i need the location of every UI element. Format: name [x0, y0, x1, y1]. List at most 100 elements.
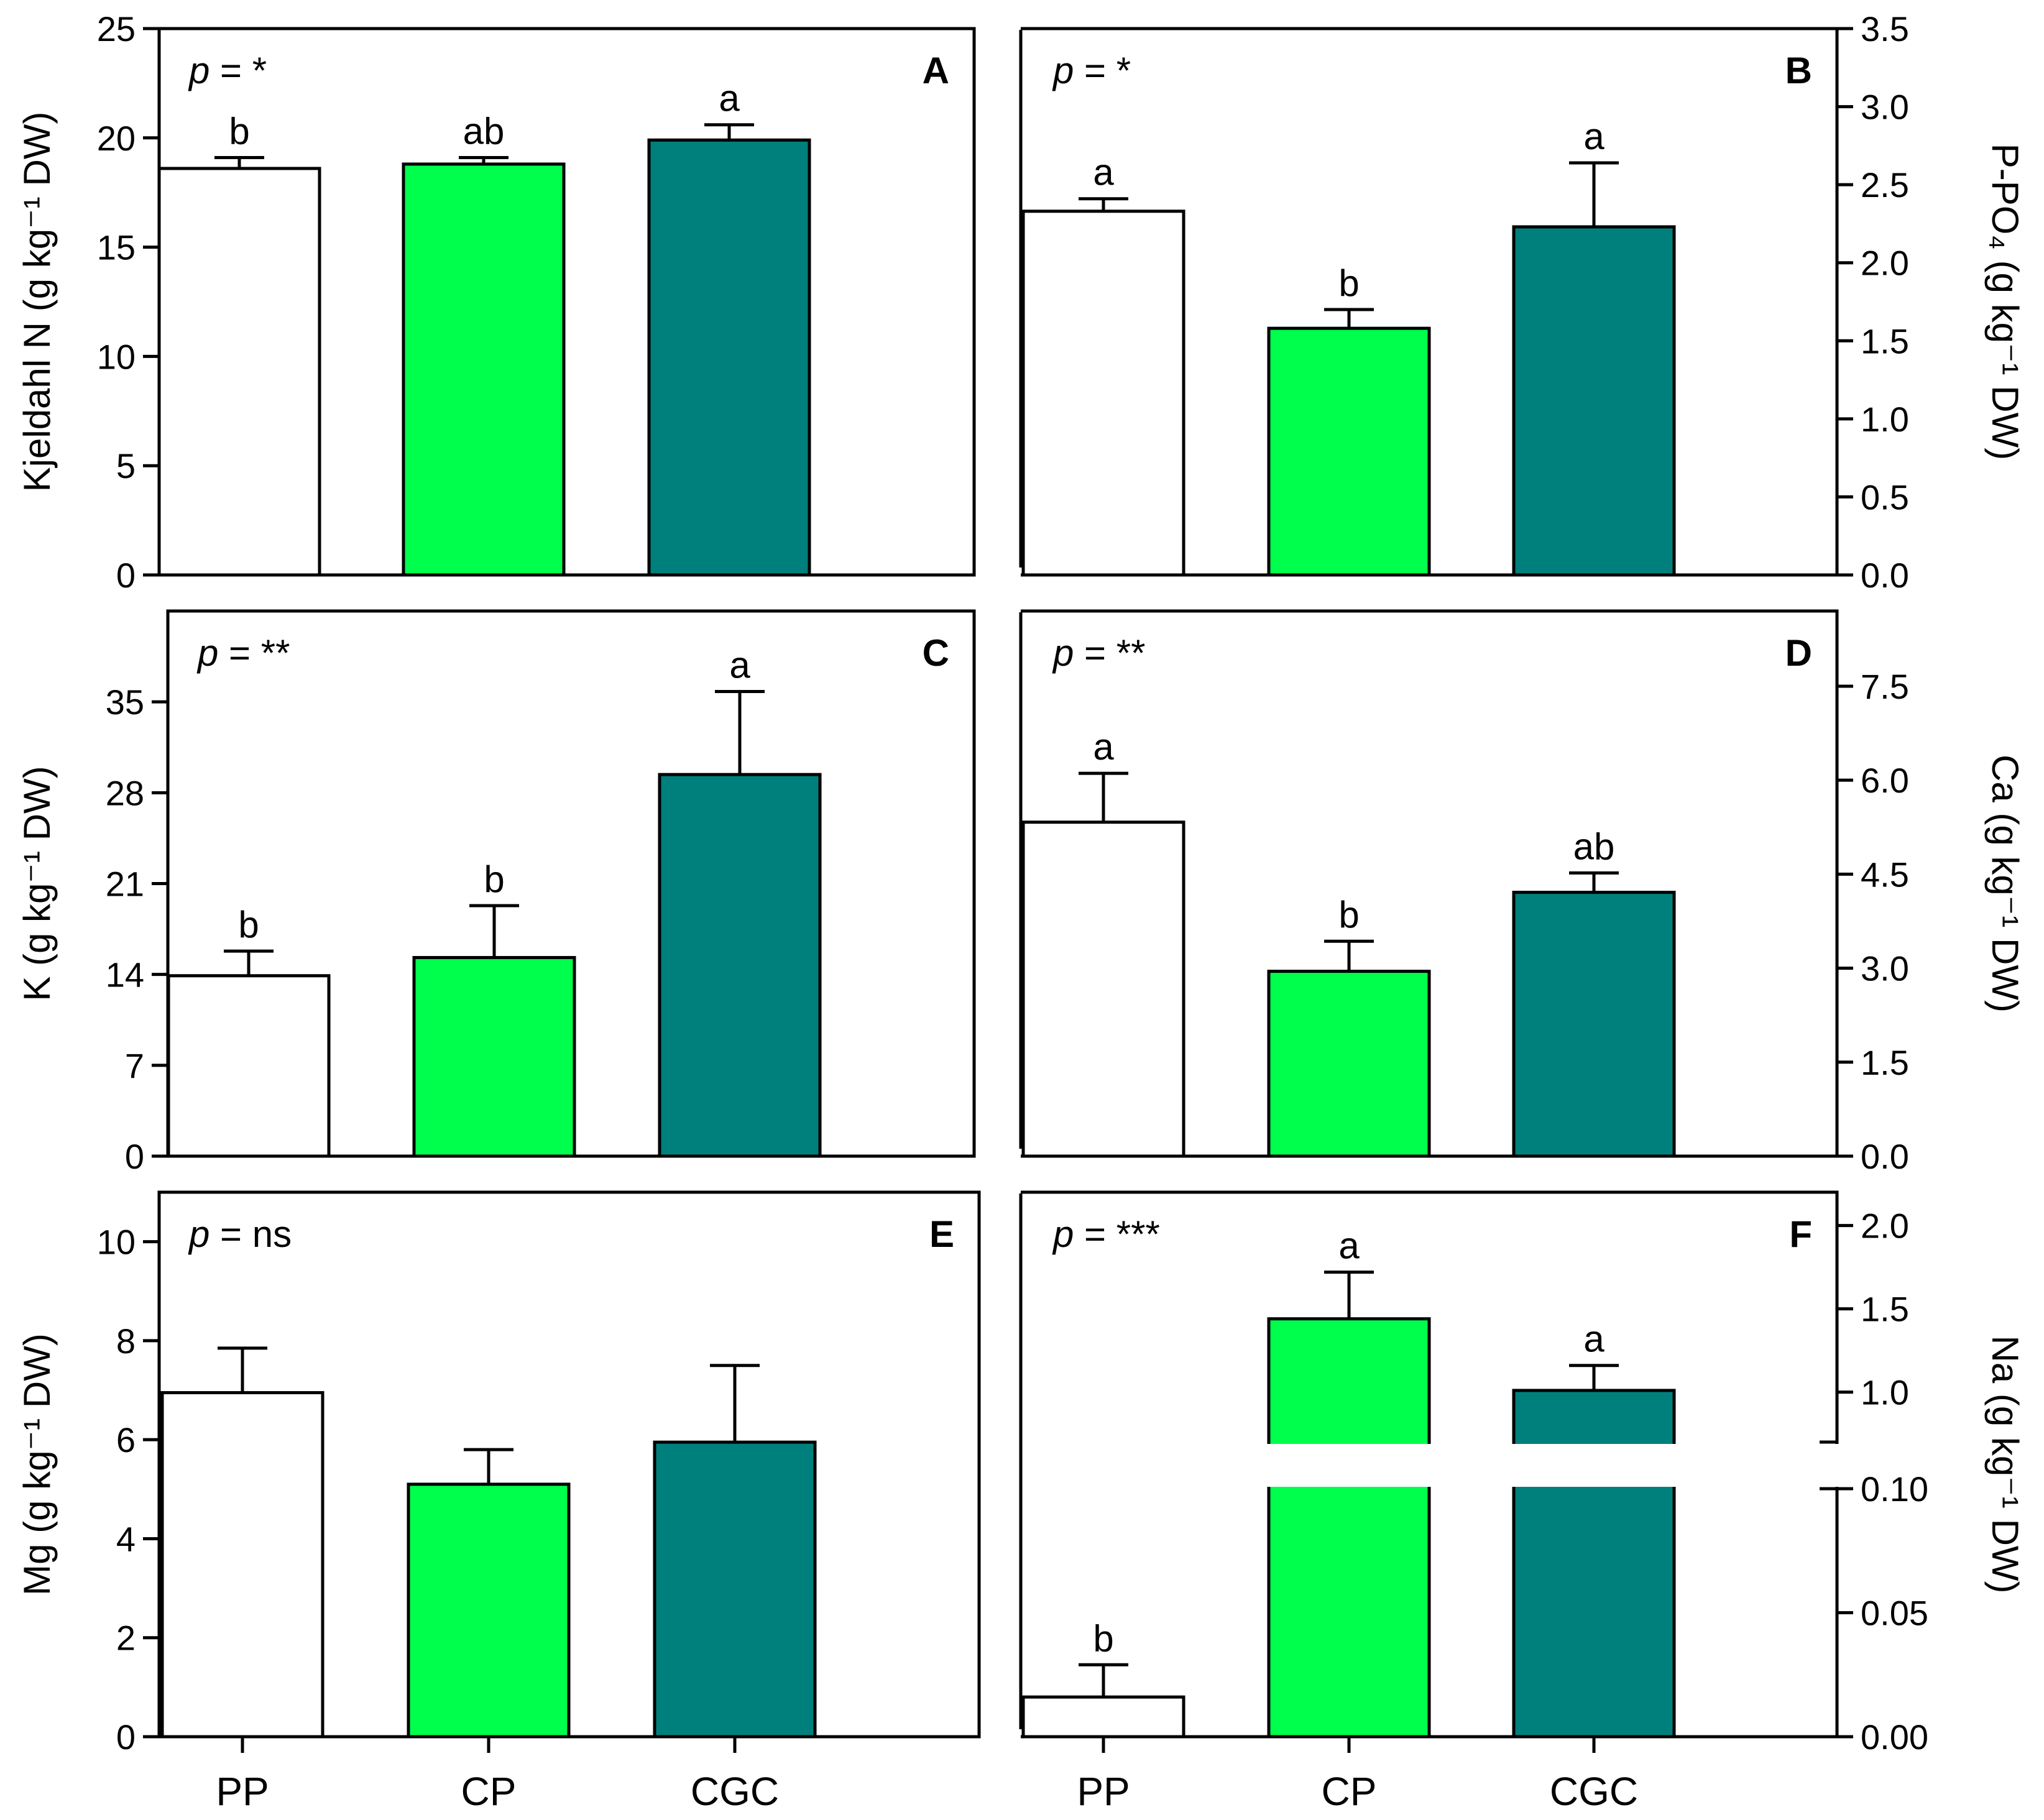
bar-A-PP	[157, 167, 321, 577]
bar-F-CP	[1267, 1317, 1431, 1739]
bar-C-CGC	[658, 773, 822, 1158]
panel-letter-E: E	[929, 1213, 954, 1255]
panel-C: 0 7 14 21 28 35 b b a p = ** C K (g kg⁻¹ DW)	[16, 609, 976, 1176]
bar-break-band	[1024, 1444, 1816, 1487]
sig-letter-D-CGC: ab	[1573, 825, 1615, 867]
x-tick-label-CGC: CGC	[691, 1769, 779, 1814]
y-tick-label-B: 3.5	[1861, 9, 1909, 48]
panel-letter-B: B	[1785, 50, 1812, 91]
y-tick-label-E: 4	[116, 1519, 136, 1558]
y-axis-label-B: P-PO₄ (g kg⁻¹ DW)	[1984, 144, 2026, 461]
y-tick-label-C: 0	[125, 1137, 144, 1176]
y-tick-label-F: 0.05	[1861, 1594, 1928, 1633]
bar-D-CGC	[1512, 891, 1676, 1158]
sig-letter-B-CP: b	[1338, 262, 1359, 304]
y-tick-label-B: 2.5	[1861, 165, 1909, 205]
pvalue-B: p = *	[1052, 50, 1131, 91]
x-tick-label-CP: CP	[1322, 1769, 1377, 1814]
sig-letter-F-CP: a	[1338, 1225, 1360, 1267]
y-axis-label-F: Na (g kg⁻¹ DW)	[1984, 1335, 2026, 1593]
pvalue-C: p = **	[196, 632, 290, 674]
y-tick-label-D: 7.5	[1861, 667, 1909, 706]
bar-E-CP	[407, 1482, 571, 1739]
bar-E-CGC	[653, 1440, 817, 1739]
y-tick-label-A: 5	[116, 446, 136, 485]
bar-F-PP	[1021, 1695, 1185, 1739]
y-tick-label-A: 10	[97, 337, 136, 376]
bar-F-CGC	[1512, 1389, 1676, 1739]
y-tick-label-F: 2.0	[1861, 1206, 1909, 1246]
bar-B-CGC	[1512, 225, 1676, 577]
y-tick-label-B: 0.0	[1861, 556, 1909, 595]
y-tick-label-F: 1.5	[1861, 1290, 1909, 1329]
y-tick-label-B: 3.0	[1861, 88, 1909, 127]
y-tick-label-F: 1.0	[1861, 1373, 1909, 1412]
sig-letter-C-CGC: a	[729, 644, 750, 686]
y-tick-label-A: 0	[116, 556, 136, 595]
y-tick-label-B: 1.5	[1861, 321, 1909, 361]
bar-A-CGC	[647, 138, 811, 577]
pvalue-D: p = **	[1052, 632, 1145, 674]
sig-letter-A-PP: b	[229, 110, 249, 152]
y-tick-label-E: 10	[97, 1223, 136, 1262]
bar-B-PP	[1021, 209, 1185, 577]
panel-B: 0.0 0.5 1.0 1.5 2.0 2.5 3.0 3.5 a b a p = * B P-PO₄ (…	[1019, 9, 2026, 595]
y-tick-label-C: 14	[106, 955, 144, 995]
y-tick-label-C: 28	[106, 773, 144, 812]
y-tick-label-E: 6	[116, 1420, 136, 1459]
panel-letter-F: F	[1789, 1213, 1812, 1255]
y-tick-label-C: 35	[106, 682, 144, 722]
panel-E: 0 2 4 6 8 10 p = ns E Mg (g kg⁻¹ DW)	[16, 1190, 981, 1757]
y-tick-label-D: 4.5	[1861, 855, 1909, 894]
y-tick-label-E: 8	[116, 1321, 136, 1361]
y-axis-label-A: Kjeldahl N (g kg⁻¹ DW)	[16, 112, 58, 492]
y-tick-label-B: 1.0	[1861, 400, 1909, 439]
pvalue-A: p = *	[188, 50, 267, 91]
sig-letter-C-CP: b	[484, 858, 504, 900]
y-tick-label-D: 6.0	[1861, 761, 1909, 800]
y-tick-label-F: 0.00	[1861, 1717, 1928, 1757]
y-tick-label-A: 15	[97, 228, 136, 267]
y-tick-label-E: 2	[116, 1619, 136, 1658]
y-axis-label-C: K (g kg⁻¹ DW)	[16, 766, 58, 1001]
y-axis-label-D: Ca (g kg⁻¹ DW)	[1984, 755, 2026, 1013]
pvalue-F: p = ***	[1052, 1213, 1160, 1255]
pvalue-E: p = ns	[188, 1213, 292, 1255]
y-tick-label-B: 2.0	[1861, 244, 1909, 283]
y-tick-label-E: 0	[116, 1717, 136, 1757]
sig-letter-D-CP: b	[1338, 894, 1359, 935]
sig-letter-A-CP: ab	[463, 110, 505, 152]
y-tick-label-D: 3.0	[1861, 949, 1909, 988]
x-tick-label-CGC: CGC	[1550, 1769, 1638, 1814]
panel-letter-C: C	[923, 632, 949, 674]
x-tick-label-PP: PP	[216, 1769, 269, 1814]
bar-D-PP	[1021, 820, 1185, 1158]
panel-letter-A: A	[923, 50, 949, 91]
sig-letter-D-PP: a	[1093, 726, 1114, 768]
bar-C-CP	[412, 956, 576, 1158]
panel-A: 0 5 10 15 20 25 b ab a p = * A Kjeldahl N (g kg⁻¹ D…	[16, 9, 976, 595]
y-axis-label-E: Mg (g kg⁻¹ DW)	[16, 1333, 58, 1596]
sig-letter-B-CGC: a	[1583, 116, 1604, 157]
sig-letter-A-CGC: a	[719, 78, 740, 119]
x-tick-label-PP: PP	[1077, 1769, 1130, 1814]
sig-letter-F-CGC: a	[1583, 1318, 1604, 1360]
bar-D-CP	[1267, 970, 1431, 1158]
bar-C-PP	[167, 974, 331, 1158]
axis-break-gap	[1833, 1444, 1841, 1487]
y-tick-label-B: 0.5	[1861, 477, 1909, 517]
x-tick-label-CP: CP	[461, 1769, 517, 1814]
y-tick-label-C: 21	[106, 865, 144, 904]
y-tick-label-C: 7	[125, 1046, 144, 1085]
bar-B-CP	[1267, 326, 1431, 577]
y-tick-label-A: 20	[97, 119, 136, 158]
sig-letter-C-PP: b	[238, 904, 259, 945]
y-tick-label-A: 25	[97, 9, 136, 48]
sig-letter-B-PP: a	[1093, 152, 1114, 193]
y-tick-label-D: 1.5	[1861, 1043, 1909, 1082]
bar-E-PP	[160, 1391, 325, 1739]
y-tick-label-F: 0.10	[1861, 1469, 1928, 1509]
sig-letter-F-PP: b	[1093, 1617, 1113, 1659]
